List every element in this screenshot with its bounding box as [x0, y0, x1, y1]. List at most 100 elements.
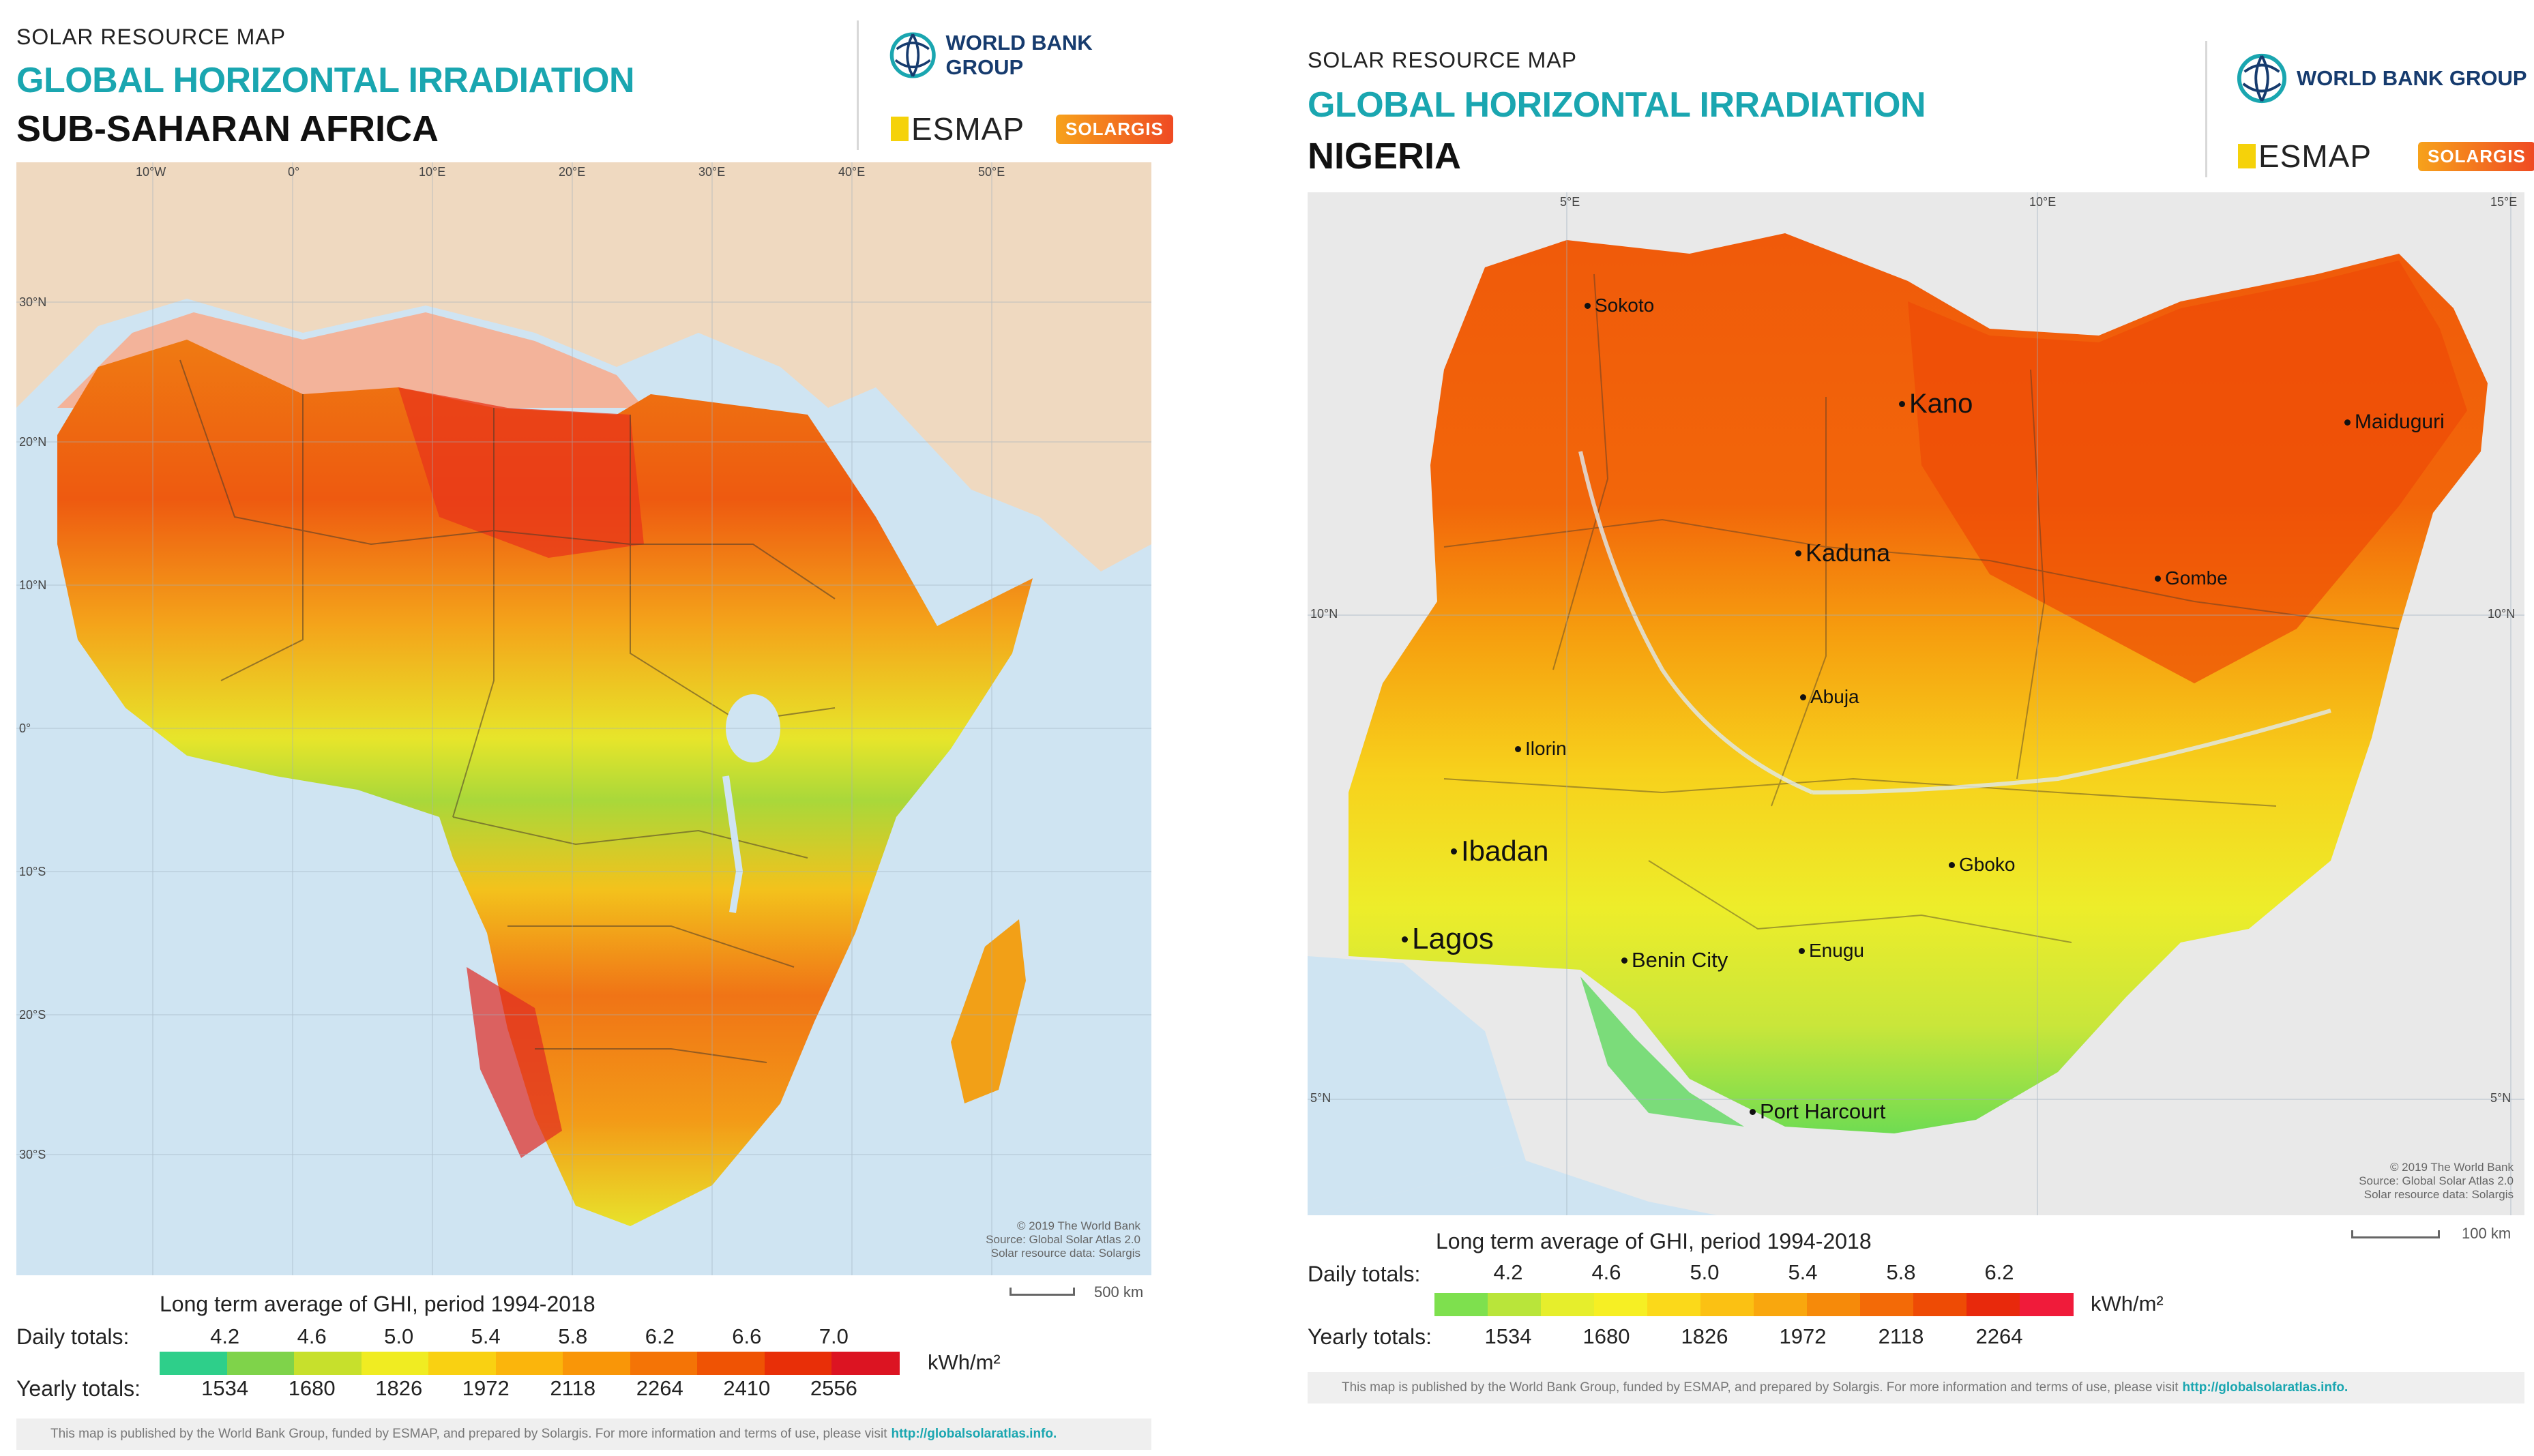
map-credit: © 2019 The World Bank Source: Global Sol…: [2359, 1161, 2514, 1201]
legend-title: Long term average of GHI, period 1994-20…: [1436, 1229, 1872, 1253]
world-bank-text: WORLD BANK GROUP: [945, 31, 1093, 79]
city-benin[interactable]: Benin City: [1621, 948, 1728, 972]
legend-swatch: [630, 1352, 698, 1375]
legend-daily-tick: 5.0: [384, 1324, 414, 1348]
legend-daily-tick: 4.6: [297, 1324, 327, 1348]
world-bank-text: WORLD BANK GROUP: [2297, 66, 2527, 90]
legend-swatch: [1488, 1293, 1542, 1316]
city-marker-icon: [1402, 936, 1408, 942]
map-title: GLOBAL HORIZONTAL IRRADIATION: [1308, 85, 1926, 125]
globe-icon: [889, 32, 936, 78]
legend-swatch: [1913, 1293, 1967, 1316]
city-marker-icon: [2155, 575, 2161, 582]
esmap-square-icon: [2238, 144, 2256, 168]
legend-yearly-tick: 1972: [462, 1376, 510, 1400]
city-maiduguri[interactable]: Maiduguri: [2344, 411, 2445, 434]
city-marker-icon: [1899, 401, 1905, 407]
scale-label: 100 km: [2462, 1225, 2511, 1242]
lat-label: 10°N: [19, 578, 47, 592]
legend-swatch: [226, 1352, 295, 1375]
legend-unit: kWh/m²: [928, 1350, 1001, 1374]
city-ibadan[interactable]: Ibadan: [1451, 835, 1548, 867]
world-bank-logo: WORLD BANK GROUP: [2235, 52, 2527, 105]
legend-daily-tick: 5.4: [471, 1324, 501, 1348]
scale-bar: [2351, 1230, 2440, 1238]
lat-label: 20°N: [19, 435, 47, 449]
city-ilorin[interactable]: Ilorin: [1515, 738, 1567, 760]
legend-swatch: [1434, 1293, 1488, 1316]
lat-label: 10°N: [2488, 607, 2516, 621]
lon-label: 0°: [288, 165, 300, 179]
daily-totals-label: Daily totals:: [16, 1324, 130, 1349]
africa-irradiation-graphic: [16, 162, 1151, 1275]
header-divider: [2205, 41, 2207, 177]
city-kano[interactable]: Kano: [1899, 389, 1973, 419]
footer-link[interactable]: http://globalsolaratlas.info.: [2182, 1380, 2348, 1395]
lon-label: 50°E: [978, 165, 1005, 179]
footer-text: This map is published by the World Bank …: [50, 1427, 887, 1441]
header-divider: [857, 20, 859, 150]
africa-map-panel: SOLAR RESOURCE MAP GLOBAL HORIZONTAL IRR…: [0, 0, 1173, 1456]
esmap-square-icon: [891, 117, 909, 141]
region-title: SUB-SAHARAN AFRICA: [16, 108, 439, 149]
scale-label: 500 km: [1094, 1283, 1144, 1301]
city-lagos[interactable]: Lagos: [1402, 922, 1494, 956]
esmap-text: ESMAP: [2258, 138, 2372, 174]
city-marker-icon: [1451, 848, 1457, 855]
legend-yearly-tick: 1680: [288, 1376, 336, 1400]
lon-label: 10°E: [419, 165, 446, 179]
map-credit: © 2019 The World Bank Source: Global Sol…: [986, 1219, 1140, 1260]
city-marker-icon: [1795, 550, 1801, 556]
daily-totals-label: Daily totals:: [1308, 1262, 1421, 1286]
city-abuja[interactable]: Abuja: [1800, 686, 1859, 708]
legend-title: Long term average of GHI, period 1994-20…: [160, 1292, 595, 1316]
legend-swatch: [294, 1352, 362, 1375]
legend-yearly-tick: 1826: [375, 1376, 423, 1400]
nigeria-map-panel: SOLAR RESOURCE MAP GLOBAL HORIZONTAL IRR…: [1299, 0, 2534, 1456]
city-gombe[interactable]: Gombe: [2155, 567, 2228, 589]
solargis-logo: SOLARGIS: [2418, 142, 2534, 171]
city-enugu[interactable]: Enugu: [1799, 940, 1864, 962]
footer-link[interactable]: http://globalsolaratlas.info.: [891, 1427, 1057, 1441]
legend-daily-tick: 5.8: [558, 1324, 588, 1348]
legend-swatch: [1966, 1293, 2020, 1316]
city-port-harcourt[interactable]: Port Harcourt: [1750, 1099, 1885, 1124]
yearly-totals-label: Yearly totals:: [1308, 1324, 1432, 1349]
city-sokoto[interactable]: Sokoto: [1585, 295, 1654, 316]
lat-label: 5°N: [1310, 1091, 1331, 1105]
legend-swatch: [563, 1352, 631, 1375]
legend-swatch: [831, 1352, 900, 1375]
lon-label: 10°W: [136, 165, 166, 179]
lon-label: 10°E: [2029, 195, 2057, 209]
legend-swatch: [764, 1352, 833, 1375]
legend-swatch: [1647, 1293, 1701, 1316]
lat-label: 30°N: [19, 295, 47, 309]
world-bank-logo: WORLD BANK GROUP: [888, 29, 1160, 82]
legend-daily-tick: 6.2: [1984, 1260, 2014, 1284]
city-gboko[interactable]: Gboko: [1949, 854, 2016, 876]
legend-daily-tick: 5.0: [1690, 1260, 1720, 1284]
region-title: NIGERIA: [1308, 136, 1462, 177]
legend-swatch: [428, 1352, 497, 1375]
city-marker-icon: [1621, 957, 1627, 964]
lon-label: 40°E: [838, 165, 866, 179]
city-marker-icon: [1800, 694, 1806, 700]
esmap-logo: ESMAP: [2238, 138, 2372, 175]
legend-daily-tick: 6.2: [645, 1324, 675, 1348]
legend-yearly-tick: 1534: [201, 1376, 249, 1400]
map-footer: This map is published by the World Bank …: [16, 1418, 1151, 1450]
scale-bar: [1010, 1288, 1075, 1296]
globe-icon: [2237, 53, 2287, 104]
legend-yearly-tick: 2118: [1878, 1324, 1924, 1348]
map-title: GLOBAL HORIZONTAL IRRADIATION: [16, 61, 635, 100]
city-marker-icon: [1799, 947, 1805, 954]
legend-swatch: [1754, 1293, 1808, 1316]
city-kaduna[interactable]: Kaduna: [1795, 539, 1890, 567]
legend-swatch: [160, 1352, 228, 1375]
city-marker-icon: [1585, 302, 1591, 309]
legend-swatch: [1807, 1293, 1861, 1316]
legend-yearly-tick: 2410: [723, 1376, 771, 1400]
legend-swatch: [1541, 1293, 1595, 1316]
lat-label: 10°N: [1310, 607, 1338, 621]
map-kicker: SOLAR RESOURCE MAP: [16, 25, 286, 49]
